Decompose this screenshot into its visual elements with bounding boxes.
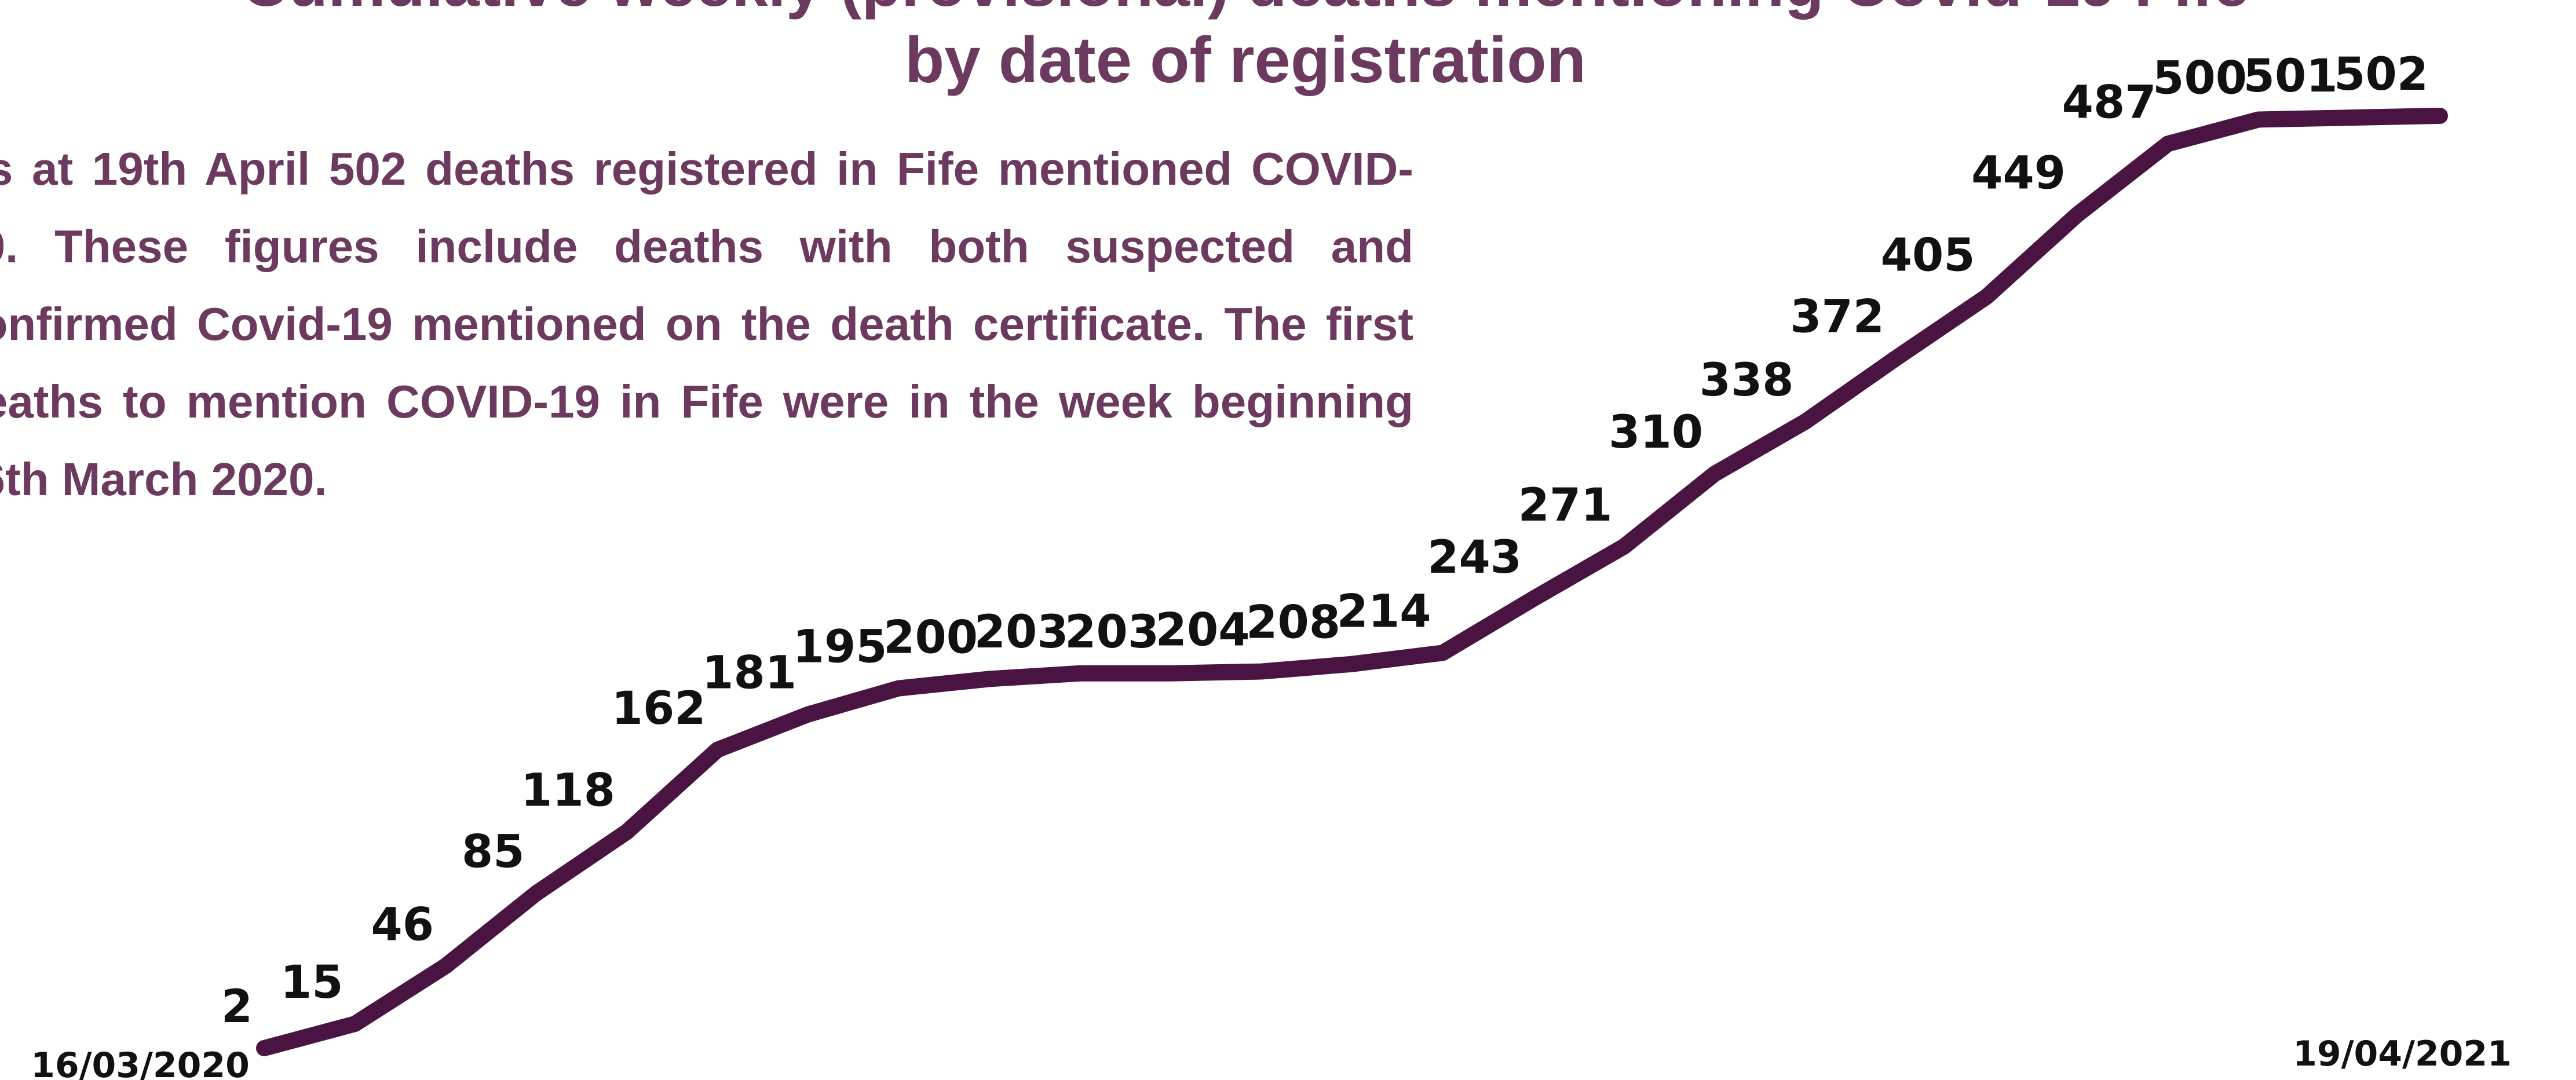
data-label: 310 <box>1609 407 1703 459</box>
data-label: 208 <box>1246 597 1340 649</box>
data-line <box>256 108 2448 1056</box>
data-label: 203 <box>1065 606 1159 658</box>
data-label: 501 <box>2244 50 2338 102</box>
data-label: 46 <box>371 899 434 951</box>
data-label: 15 <box>280 957 344 1009</box>
data-label: 203 <box>974 606 1069 658</box>
data-label: 162 <box>612 683 706 735</box>
data-label: 118 <box>521 764 615 817</box>
chart-subtitle: by date of registration <box>905 24 1586 96</box>
data-label: 195 <box>793 621 887 673</box>
data-label: 405 <box>1881 229 1975 281</box>
data-label: 214 <box>1337 585 1431 638</box>
data-label: 372 <box>1790 291 1884 343</box>
data-label: 502 <box>2334 49 2428 101</box>
data-label: 338 <box>1700 354 1794 407</box>
data-label: 487 <box>2062 76 2157 129</box>
data-label: 449 <box>1971 148 2066 200</box>
data-label: 2 <box>221 981 253 1033</box>
data-label: 500 <box>2153 52 2247 104</box>
data-label: 181 <box>702 647 796 700</box>
data-label: 243 <box>1427 532 1522 584</box>
data-label: 85 <box>462 826 525 878</box>
x-tick-label: 19/04/2021 <box>2293 1034 2512 1074</box>
annotation: As at 19th April 502 deaths registered i… <box>0 143 1413 505</box>
data-label: 204 <box>1156 605 1250 657</box>
chart-title: Cumulative weekly (provisional) deaths m… <box>242 0 2249 20</box>
data-label: 271 <box>1518 479 1613 532</box>
data-label: 200 <box>883 612 978 664</box>
x-tick-label: 16/03/2020 <box>31 1045 250 1080</box>
